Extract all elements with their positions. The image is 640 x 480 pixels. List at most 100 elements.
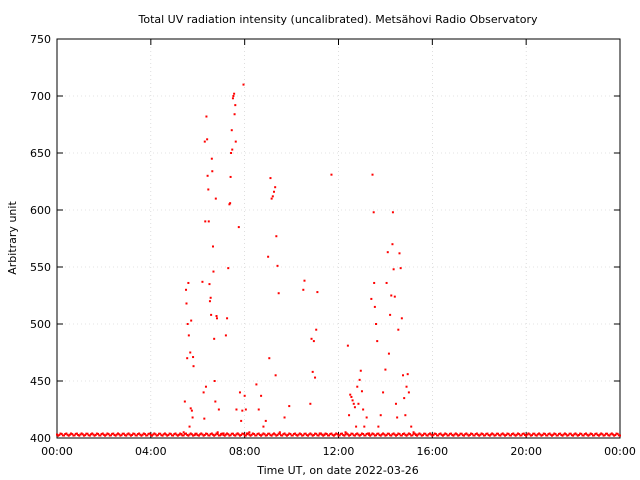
baseline-point [342,434,345,437]
baseline-point [301,434,304,437]
baseline-point [385,434,388,437]
baseline-point [523,433,526,436]
baseline-point [412,432,415,435]
baseline-point [187,434,190,437]
baseline-point [362,432,365,435]
baseline-point [360,432,363,435]
baseline-point [104,434,107,437]
baseline-point [100,433,103,436]
baseline-point [326,434,329,437]
baseline-point [359,433,362,436]
baseline-point [224,433,227,436]
baseline-point [452,434,455,437]
baseline-point [115,433,118,436]
baseline-point [440,433,443,436]
baseline-point [532,432,535,435]
data-point [283,416,286,419]
baseline-point [179,432,182,435]
data-point [407,391,410,394]
baseline-point [369,434,372,437]
baseline-point [284,433,287,436]
x-tick-label: 08:00 [229,445,261,458]
baseline-point [418,432,421,435]
data-point [185,288,188,291]
baseline-point [139,433,142,436]
data-points [56,83,621,437]
data-point [312,340,315,343]
baseline-point [506,432,509,435]
data-point [190,409,193,412]
baseline-point [217,434,220,437]
baseline-point [308,433,311,436]
baseline-point [450,432,453,435]
baseline-point [221,432,224,435]
baseline-point [230,432,233,435]
data-point [353,406,356,409]
baseline-point [608,434,611,437]
x-tick-label: 00:00 [41,445,73,458]
baseline-point [376,432,379,435]
baseline-point [124,434,127,437]
baseline-point [580,432,583,435]
data-point [344,431,347,434]
data-point [350,395,353,398]
baseline-point [426,434,429,437]
baseline-point [292,432,295,435]
baseline-point [402,433,405,436]
baseline-point [163,432,166,435]
baseline-point [382,432,385,435]
baseline-point [146,434,149,437]
baseline-point [92,433,95,436]
x-tick-label: 04:00 [135,445,167,458]
baseline-point [151,434,154,437]
baseline-point [460,432,463,435]
data-point [346,344,349,347]
baseline-point [161,434,164,437]
baseline-point [312,434,315,437]
baseline-point [256,432,259,435]
baseline-point [556,434,559,437]
baseline-point [560,433,563,436]
baseline-point [192,434,195,437]
data-point [269,177,272,180]
baseline-point [459,432,462,435]
baseline-point [454,432,457,435]
baseline-point [513,433,516,436]
data-point [224,334,227,337]
baseline-point [98,434,101,437]
data-point [244,408,247,411]
baseline-point [332,434,335,437]
baseline-point [502,433,505,436]
data-point [238,391,241,394]
baseline-point [77,434,80,437]
x-tick-label: 20:00 [510,445,542,458]
baseline-point [529,434,532,437]
data-point [185,302,188,305]
baseline-point [74,432,77,435]
y-tick-label: 700 [30,90,51,103]
baseline-point [509,434,512,437]
data-point [315,328,318,331]
baseline-point [241,432,244,435]
baseline-point [167,433,170,436]
baseline-point [272,432,275,435]
data-point [255,383,258,386]
baseline-point [448,432,451,435]
baseline-point [64,433,67,436]
baseline-point [210,432,213,435]
baseline-point [271,433,274,436]
baseline-point [58,433,61,436]
baseline-point [434,432,437,435]
baseline-point [511,433,514,436]
baseline-point [219,434,222,437]
data-point [234,104,237,107]
data-point [376,340,379,343]
data-point [211,170,214,173]
baseline-point [588,433,591,436]
data-point [385,281,388,284]
baseline-point [518,433,521,436]
baseline-point [121,432,124,435]
baseline-point [489,433,492,436]
baseline-point [561,434,564,437]
baseline-point [138,432,141,435]
